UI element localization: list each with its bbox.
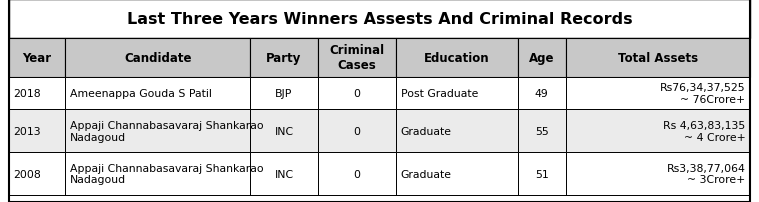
Bar <box>565 110 750 153</box>
Bar <box>518 110 565 153</box>
Text: 0: 0 <box>354 89 361 99</box>
Text: 51: 51 <box>535 169 549 179</box>
Bar <box>9 153 65 195</box>
Bar <box>65 153 250 195</box>
Text: INC: INC <box>275 126 294 136</box>
Bar <box>318 39 396 77</box>
Bar <box>318 77 396 110</box>
Bar <box>65 39 250 77</box>
Bar <box>9 39 65 77</box>
Text: INC: INC <box>275 169 294 179</box>
Bar <box>396 153 518 195</box>
Bar <box>518 77 565 110</box>
Text: Education: Education <box>424 52 490 64</box>
Bar <box>565 153 750 195</box>
Text: Rs76,34,37,525
~ 76Crore+: Rs76,34,37,525 ~ 76Crore+ <box>660 83 745 104</box>
Bar <box>518 39 565 77</box>
Text: Criminal
Cases: Criminal Cases <box>329 44 384 72</box>
Bar <box>396 110 518 153</box>
Bar <box>565 77 750 110</box>
Bar <box>9 0 750 39</box>
Bar <box>318 153 396 195</box>
Bar <box>65 77 250 110</box>
Text: 2008: 2008 <box>14 169 42 179</box>
Bar <box>65 110 250 153</box>
Text: Graduate: Graduate <box>401 126 452 136</box>
Text: Party: Party <box>266 52 302 64</box>
Text: Candidate: Candidate <box>124 52 191 64</box>
Text: Last Three Years Winners Assests And Criminal Records: Last Three Years Winners Assests And Cri… <box>127 12 632 27</box>
Text: Ameenappa Gouda S Patil: Ameenappa Gouda S Patil <box>70 89 212 99</box>
Text: 0: 0 <box>354 169 361 179</box>
Text: BJP: BJP <box>276 89 293 99</box>
Bar <box>318 110 396 153</box>
Text: 55: 55 <box>535 126 549 136</box>
Bar <box>9 77 65 110</box>
Text: 49: 49 <box>535 89 549 99</box>
Bar <box>396 39 518 77</box>
Bar <box>250 153 318 195</box>
Text: 2013: 2013 <box>14 126 41 136</box>
Bar <box>565 39 750 77</box>
Bar <box>250 77 318 110</box>
Text: Graduate: Graduate <box>401 169 452 179</box>
Text: Appaji Channabasavaraj Shankarao
Nadagoud: Appaji Channabasavaraj Shankarao Nadagou… <box>70 120 263 142</box>
Text: Rs 4,63,83,135
~ 4 Crore+: Rs 4,63,83,135 ~ 4 Crore+ <box>663 120 745 142</box>
Bar <box>9 110 65 153</box>
Bar <box>518 153 565 195</box>
Bar <box>9 195 750 202</box>
Text: Appaji Channabasavaraj Shankarao
Nadagoud: Appaji Channabasavaraj Shankarao Nadagou… <box>70 163 263 184</box>
Text: 0: 0 <box>354 126 361 136</box>
Text: Total Assets: Total Assets <box>618 52 698 64</box>
Text: 2018: 2018 <box>14 89 41 99</box>
Bar <box>250 39 318 77</box>
Bar <box>396 77 518 110</box>
Text: Age: Age <box>529 52 554 64</box>
Text: Post Graduate: Post Graduate <box>401 89 478 99</box>
Text: Rs3,38,77,064
~ 3Crore+: Rs3,38,77,064 ~ 3Crore+ <box>666 163 745 184</box>
Bar <box>250 110 318 153</box>
Text: Year: Year <box>23 52 52 64</box>
